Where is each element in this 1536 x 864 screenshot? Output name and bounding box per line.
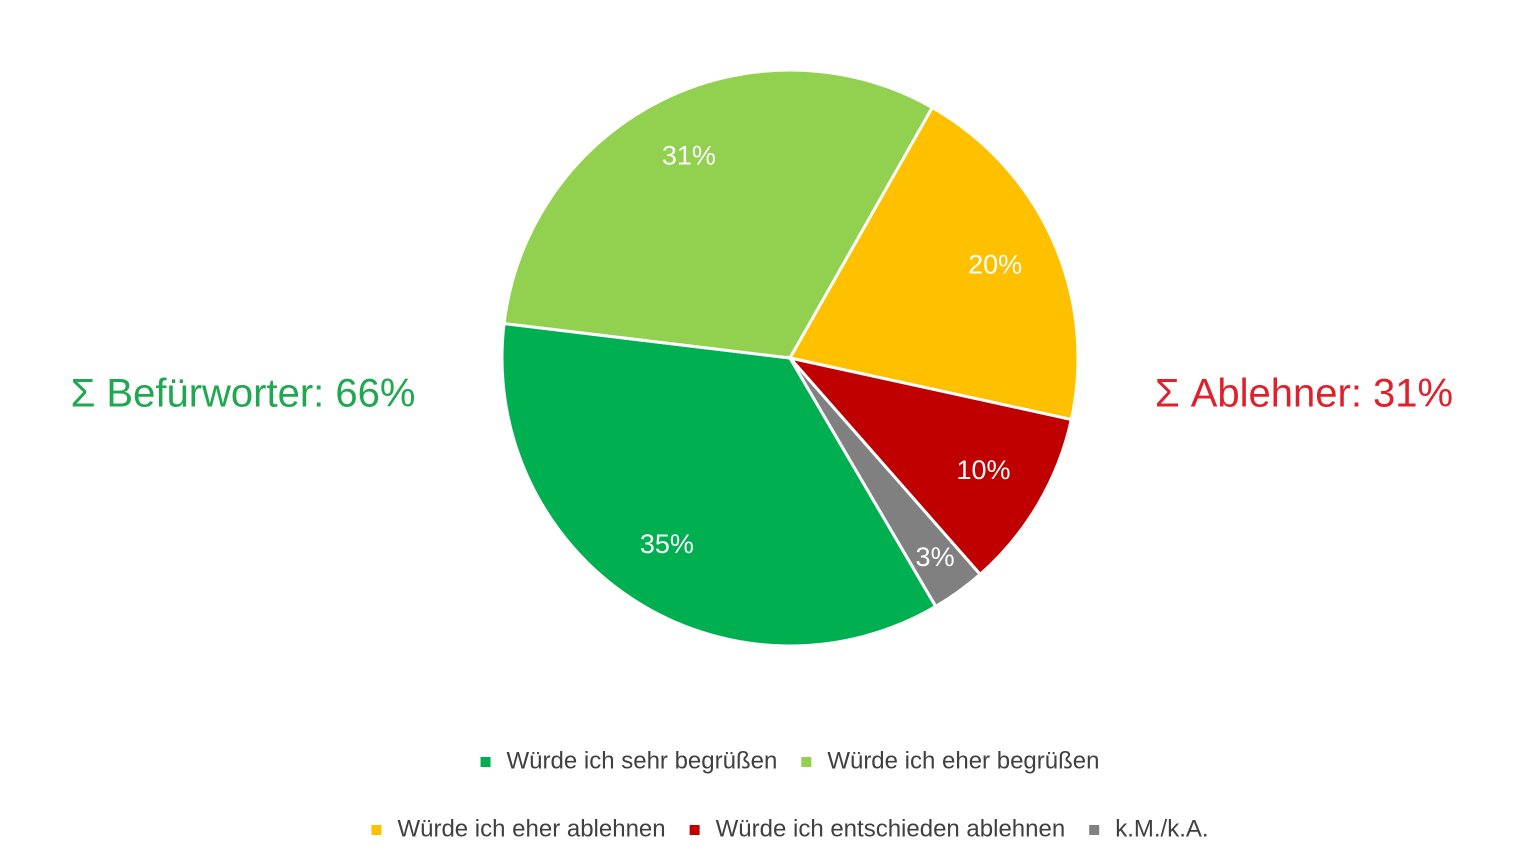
pie-slice xyxy=(502,68,935,360)
pie-slice xyxy=(785,355,1074,577)
legend-swatch xyxy=(689,825,700,835)
data-label: 3% xyxy=(916,542,955,572)
legend-label: Würde ich eher ablehnen xyxy=(397,815,665,842)
data-label: 10% xyxy=(957,455,1011,485)
pie-slice xyxy=(500,321,938,648)
annotation-supporters: Σ Befürworter: 66% xyxy=(71,372,416,416)
legend-swatch xyxy=(801,757,812,767)
legend-label: Würde ich eher begrüßen xyxy=(827,747,1099,774)
pie-slice xyxy=(788,357,983,609)
data-label: 35% xyxy=(640,529,694,559)
legend-swatch xyxy=(1089,825,1100,835)
legend-swatch xyxy=(371,825,382,835)
data-label: 20% xyxy=(968,250,1022,280)
pie-slice xyxy=(787,105,1080,422)
legend-label: Würde ich entschieden ablehnen xyxy=(716,815,1066,842)
legend-swatch xyxy=(480,757,491,767)
legend-label: Würde ich sehr begrüßen xyxy=(507,747,778,774)
data-label: 31% xyxy=(662,141,716,171)
legend-label: k.M./k.A. xyxy=(1115,815,1208,842)
annotation-opponents: Σ Ablehner: 31% xyxy=(1155,372,1453,416)
